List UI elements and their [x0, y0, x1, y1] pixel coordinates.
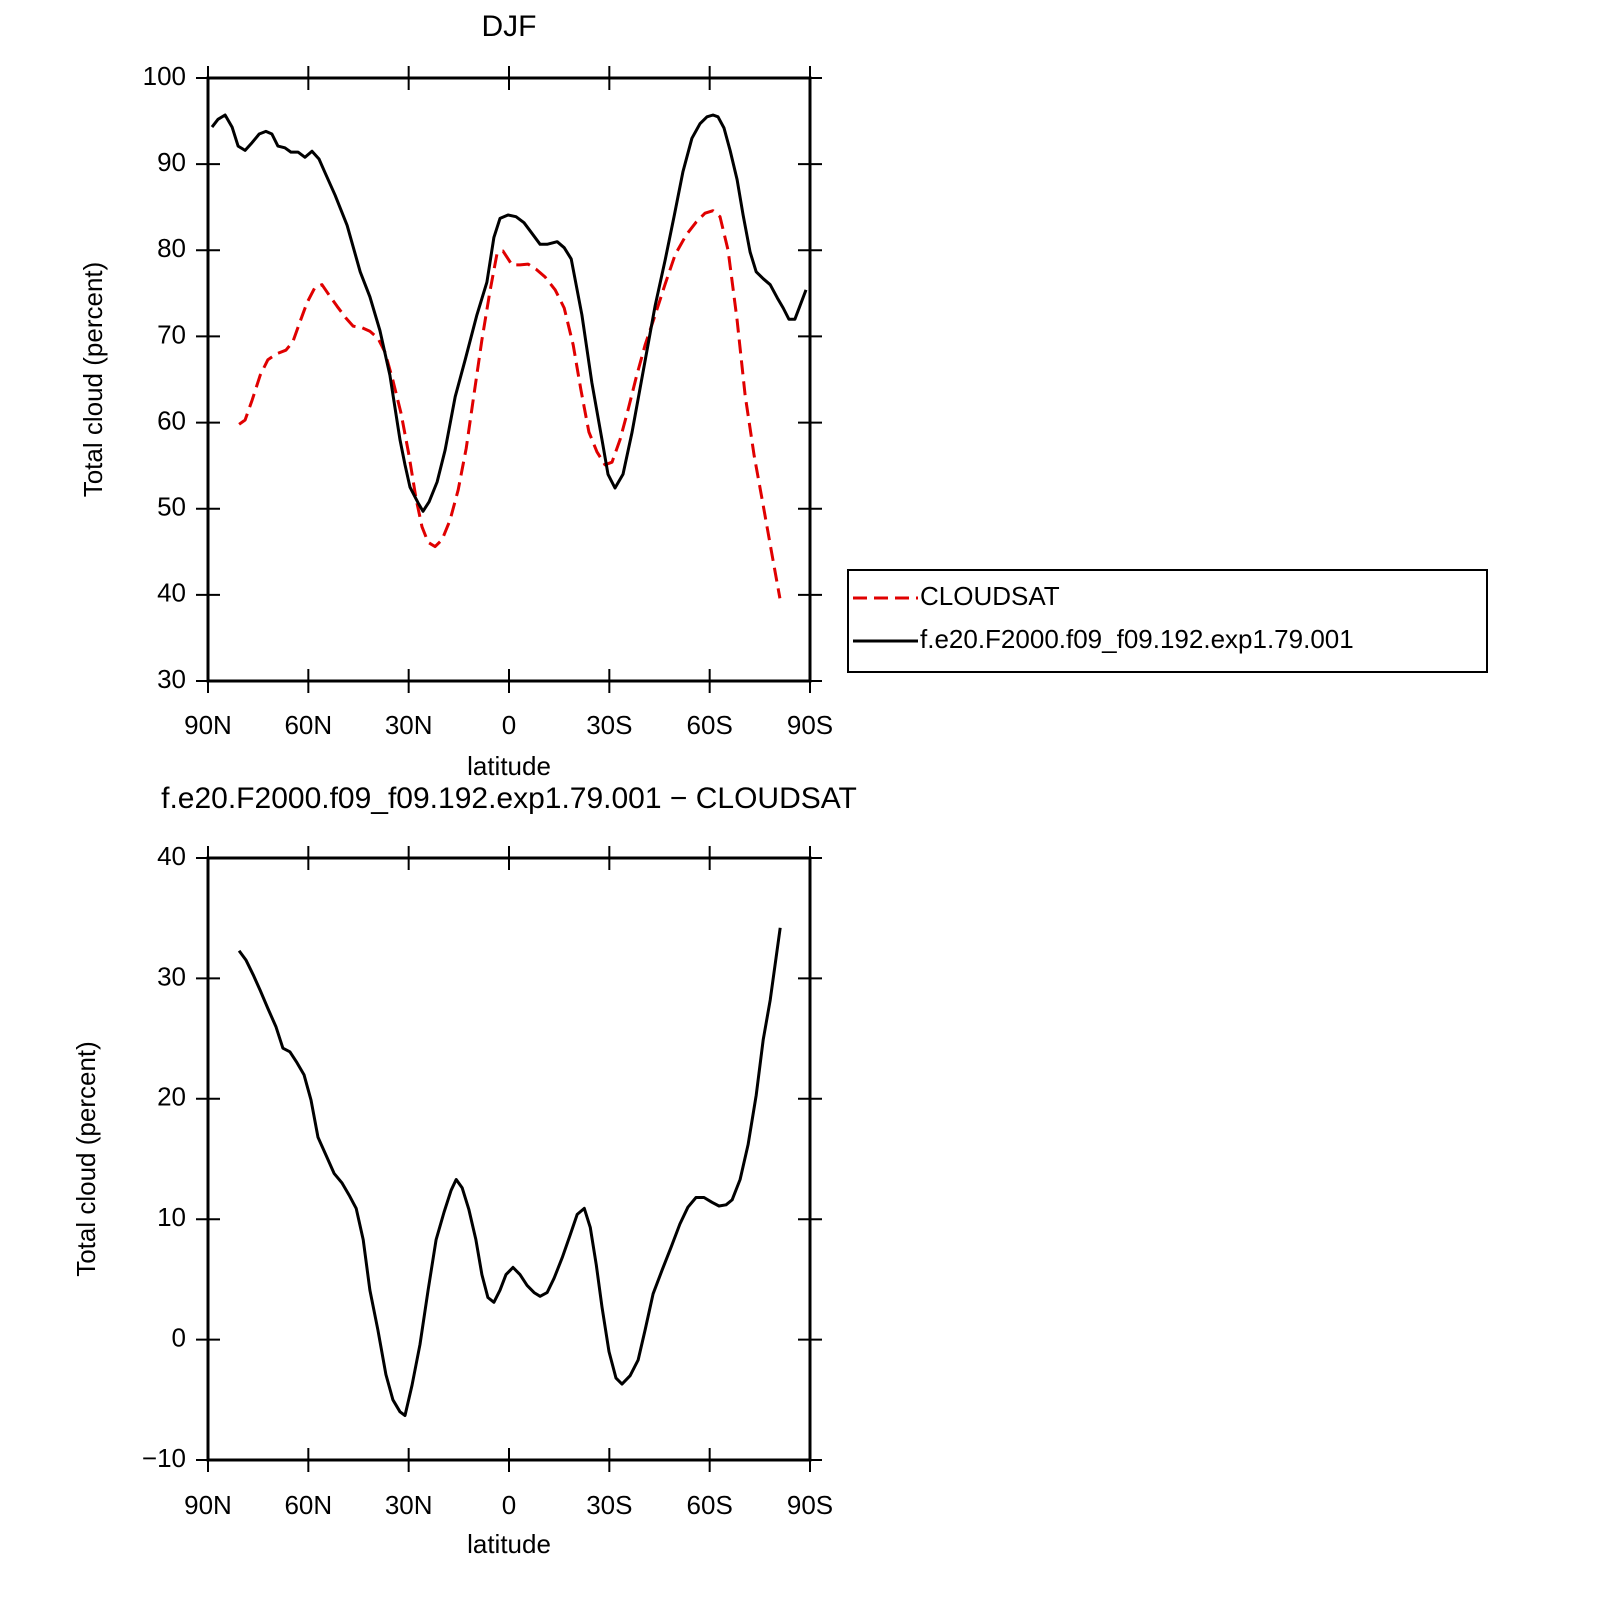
chart-title: f.e20.F2000.f09_f09.192.exp1.79.001 − CL…: [161, 782, 857, 815]
x-axis-label: latitude: [467, 1529, 551, 1559]
x-tick-label: 90S: [787, 710, 833, 740]
x-tick-label: 60S: [687, 710, 733, 740]
data-line: [210, 113, 808, 513]
plot-frame: [206, 856, 812, 1462]
plot-frame: [206, 76, 812, 683]
y-tick-label: 70: [157, 319, 186, 349]
x-tick-label: 30S: [586, 710, 632, 740]
y-tick-label: 100: [143, 61, 186, 91]
y-axis-label: Total cloud (percent): [78, 262, 108, 498]
x-tick-label: 30N: [385, 1490, 433, 1520]
x-tick-label: 60N: [284, 710, 332, 740]
legend-label: f.e20.F2000.f09_f09.192.exp1.79.001: [920, 624, 1354, 654]
x-tick-label: 30N: [385, 710, 433, 740]
x-tick-label: 90N: [184, 710, 232, 740]
x-tick-label: 90N: [184, 1490, 232, 1520]
legend-label: CLOUDSAT: [920, 581, 1060, 611]
y-tick-label: 50: [157, 492, 186, 522]
x-tick-label: 30S: [586, 1490, 632, 1520]
y-tick-label: −10: [142, 1443, 186, 1473]
y-tick-label: 30: [157, 961, 186, 991]
y-tick-label: 10: [157, 1202, 186, 1232]
x-tick-label: 90S: [787, 1490, 833, 1520]
chart-title: DJF: [482, 10, 537, 43]
data-line: [238, 209, 782, 599]
y-tick-label: 40: [157, 578, 186, 608]
x-axis-label: latitude: [467, 751, 551, 781]
y-tick-label: 0: [172, 1322, 186, 1352]
y-tick-label: 20: [157, 1082, 186, 1112]
y-tick-label: 60: [157, 405, 186, 435]
x-tick-label: 60S: [687, 1490, 733, 1520]
legend-box: [847, 569, 1488, 673]
x-tick-label: 0: [502, 1490, 516, 1520]
y-tick-label: 40: [157, 841, 186, 871]
y-tick-label: 90: [157, 147, 186, 177]
y-tick-label: 30: [157, 664, 186, 694]
y-axis-label: Total cloud (percent): [71, 1041, 101, 1277]
x-tick-label: 60N: [284, 1490, 332, 1520]
y-tick-label: 80: [157, 233, 186, 263]
x-tick-label: 0: [502, 710, 516, 740]
data-line: [237, 927, 782, 1417]
